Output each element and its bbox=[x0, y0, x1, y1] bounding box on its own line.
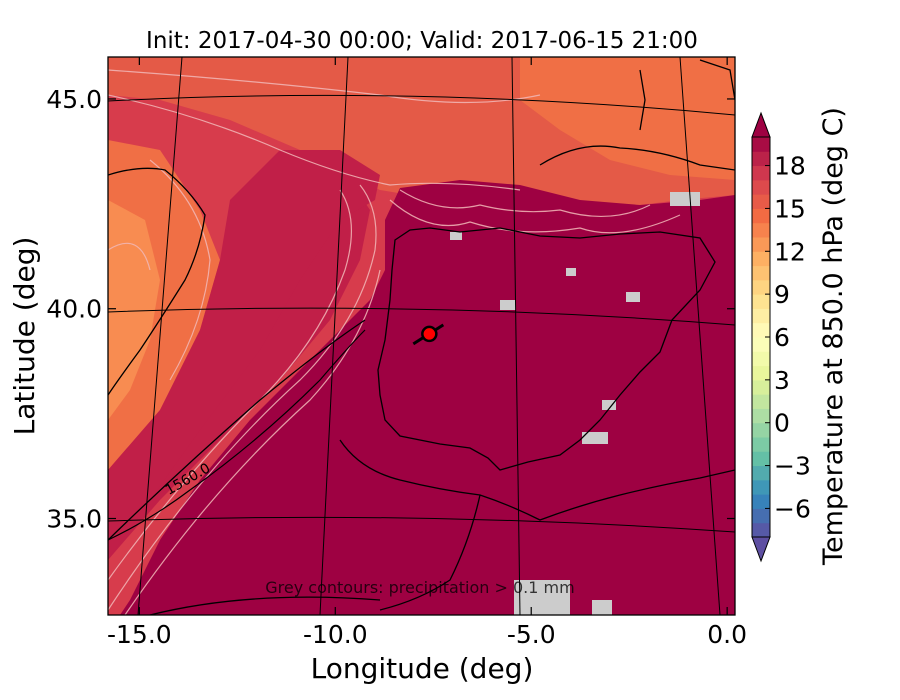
colorbar-tick-label: −6 bbox=[774, 494, 811, 523]
colorbar-band bbox=[752, 308, 770, 324]
colorbar-band bbox=[752, 422, 770, 438]
colorbar-tick-label: 0 bbox=[774, 409, 790, 438]
colorbar-band bbox=[752, 379, 770, 395]
colorbar-band bbox=[752, 437, 770, 452]
temperature-contours bbox=[108, 69, 681, 615]
chart-title: Init: 2017-04-30 00:00; Valid: 2017-06-1… bbox=[146, 28, 698, 54]
x-tick-label: -10.0 bbox=[303, 620, 368, 649]
colorbar-band bbox=[752, 322, 770, 338]
colorbar-band bbox=[752, 151, 770, 167]
map-plot-area: 1560.0 Grey contours: precipitation > 0.… bbox=[108, 57, 735, 615]
colorbar-band bbox=[752, 208, 770, 224]
colorbar-tick-label: 9 bbox=[774, 280, 790, 309]
colorbar-band bbox=[752, 294, 770, 309]
colorbar-band bbox=[752, 479, 770, 495]
graticule bbox=[108, 57, 735, 615]
temperature-band-far-west bbox=[108, 200, 160, 420]
colorbar-band bbox=[752, 194, 770, 209]
colorbar-band bbox=[752, 451, 770, 467]
colorbar-tick-label: 18 bbox=[774, 152, 806, 181]
southwest-coast bbox=[108, 319, 366, 541]
colorbar-band bbox=[752, 465, 770, 481]
colorbar-extend-top bbox=[751, 111, 771, 138]
temperature-band-transition bbox=[108, 170, 370, 615]
y-tick-label: 35.0 bbox=[46, 505, 102, 534]
iberia-coast bbox=[377, 227, 716, 471]
temperature-band-northeast bbox=[520, 57, 735, 180]
y-tick-label: 45.0 bbox=[46, 85, 102, 114]
colorbar-band bbox=[752, 508, 770, 524]
colorbar-band bbox=[752, 408, 770, 424]
colorbar: 18 15 12 9 6 3 0 −3 −6 bbox=[751, 111, 811, 563]
colorbar-tick-label: 3 bbox=[774, 366, 790, 395]
colorbar-band bbox=[752, 337, 770, 352]
colorbar-band bbox=[752, 237, 770, 252]
colorbar-band bbox=[752, 351, 770, 367]
france-coast bbox=[539, 145, 735, 171]
precipitation-mask bbox=[450, 192, 700, 615]
temperature-band-transition-2 bbox=[108, 150, 380, 560]
plot-frame bbox=[107, 56, 736, 616]
x-axis: -15.0 -10.0 -5.0 0.0 bbox=[107, 57, 747, 649]
colorbar-band bbox=[752, 165, 770, 181]
colorbar-band bbox=[752, 394, 770, 409]
y-axis-label: Latitude (deg) bbox=[8, 237, 41, 436]
colorbar-tick-label: 12 bbox=[774, 237, 806, 266]
colorbar-band bbox=[752, 179, 770, 195]
colorbar-band bbox=[752, 222, 770, 238]
geopotential-contour bbox=[108, 329, 366, 541]
marker-dot bbox=[421, 325, 438, 343]
africa-coast bbox=[339, 439, 735, 521]
mediterranean-east bbox=[639, 59, 735, 131]
colorbar-tick-label: −3 bbox=[774, 452, 811, 481]
north-africa-inner bbox=[379, 494, 481, 611]
y-tick-label: 40.0 bbox=[46, 295, 102, 324]
colorbar-band bbox=[752, 265, 770, 281]
x-tick-label: -15.0 bbox=[107, 620, 172, 649]
colorbar-label: Temperature at 850.0 hPa (deg C) bbox=[818, 107, 849, 566]
colorbar-tick-label: 15 bbox=[774, 194, 806, 223]
south-coast-line bbox=[149, 596, 381, 615]
x-tick-label: 0.0 bbox=[707, 620, 747, 649]
colorbar-tick-label: 6 bbox=[774, 323, 790, 352]
colorbar-extend-bottom bbox=[751, 536, 771, 563]
y-axis: 45.0 40.0 35.0 bbox=[46, 85, 735, 534]
colorbar-band bbox=[752, 251, 770, 267]
atlantic-coast-west bbox=[108, 167, 206, 396]
colorbar-band bbox=[752, 365, 770, 381]
coastlines bbox=[108, 59, 735, 615]
colorbar-band bbox=[752, 137, 770, 152]
colorbar-band bbox=[752, 279, 770, 295]
x-tick-label: -5.0 bbox=[507, 620, 556, 649]
colorbar-band bbox=[752, 522, 770, 538]
x-axis-label: Longitude (deg) bbox=[311, 652, 534, 685]
colorbar-band bbox=[752, 494, 770, 509]
location-marker bbox=[412, 323, 445, 346]
precipitation-annotation: Grey contours: precipitation > 0.1 mm bbox=[265, 578, 574, 597]
